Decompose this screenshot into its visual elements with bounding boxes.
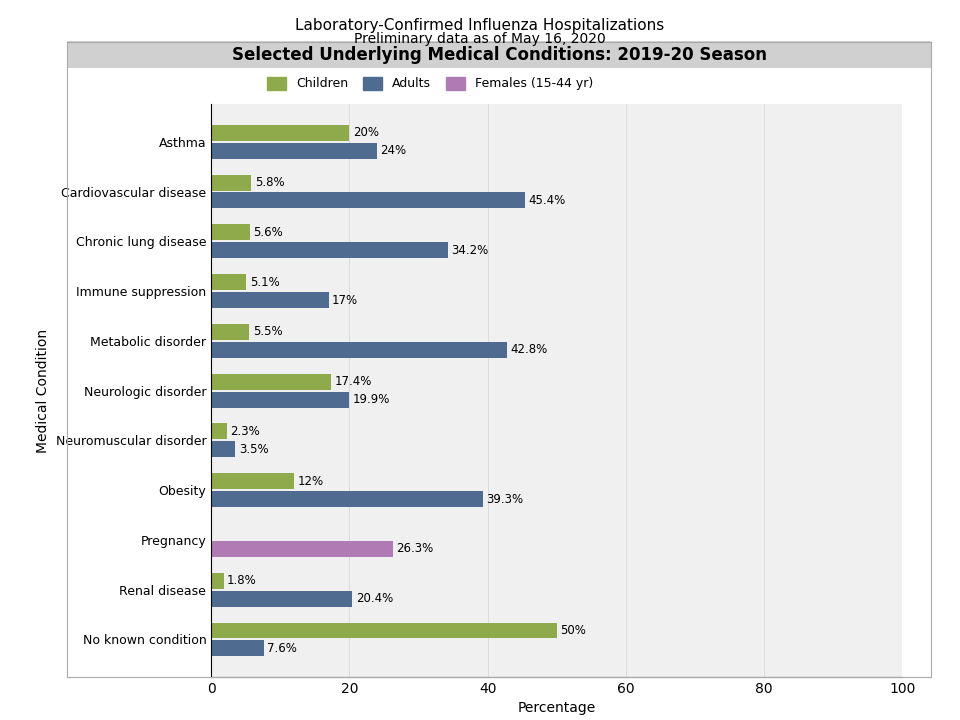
Bar [211,423,228,439]
Text: 5.6%: 5.6% [253,226,283,239]
Bar [211,174,252,191]
Bar [211,573,224,589]
Bar [211,441,235,457]
Text: 45.4%: 45.4% [528,194,565,207]
Text: 5.5%: 5.5% [252,325,282,338]
Text: 19.9%: 19.9% [352,393,390,406]
Bar [211,274,247,290]
Bar [211,374,331,390]
Text: 20.4%: 20.4% [355,592,393,605]
Y-axis label: Medical Condition: Medical Condition [36,328,50,453]
Bar [211,473,294,489]
Text: 20%: 20% [353,126,379,139]
Bar [211,641,264,657]
Text: 7.6%: 7.6% [267,642,297,655]
Text: Preliminary data as of May 16, 2020: Preliminary data as of May 16, 2020 [354,32,606,46]
Text: 17%: 17% [332,294,358,307]
Text: 42.8%: 42.8% [511,343,548,356]
Bar [211,623,557,639]
Text: 26.3%: 26.3% [396,542,434,555]
Text: 5.1%: 5.1% [250,276,279,289]
Text: 34.2%: 34.2% [451,244,489,257]
Bar [211,143,377,158]
Text: Selected Underlying Medical Conditions: 2019-20 Season: Selected Underlying Medical Conditions: … [231,46,767,64]
Bar [211,192,525,208]
Text: 24%: 24% [380,144,407,157]
Bar [211,242,447,258]
Bar [211,225,250,240]
Bar [211,125,349,140]
Bar [211,392,348,408]
Text: 50%: 50% [561,624,587,637]
Bar [211,590,352,607]
Text: Laboratory-Confirmed Influenza Hospitalizations: Laboratory-Confirmed Influenza Hospitali… [296,18,664,33]
Text: 3.5%: 3.5% [239,443,269,456]
Bar [211,292,328,308]
Text: 2.3%: 2.3% [230,425,260,438]
X-axis label: Percentage: Percentage [517,701,596,715]
Bar [211,491,483,507]
Text: 5.8%: 5.8% [254,176,284,189]
Bar [211,324,250,340]
Legend: Children, Adults, Females (15-44 yr): Children, Adults, Females (15-44 yr) [262,72,598,95]
Text: 39.3%: 39.3% [487,492,523,505]
Text: 1.8%: 1.8% [228,575,257,588]
Bar [211,342,507,358]
Text: 12%: 12% [298,474,324,487]
Bar [211,541,393,557]
Text: 17.4%: 17.4% [335,375,372,388]
